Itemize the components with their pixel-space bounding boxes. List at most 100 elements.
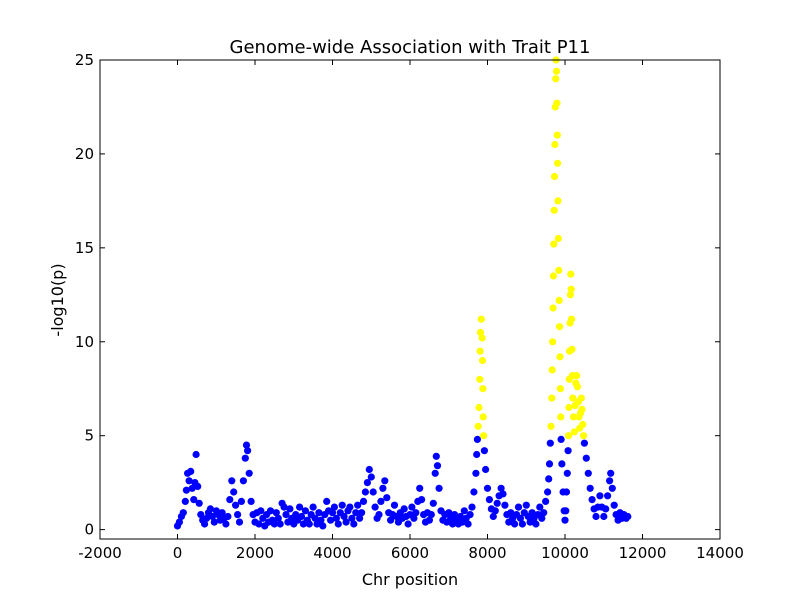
- data-point-192: [516, 514, 525, 522]
- data-point-17: [201, 520, 209, 528]
- data-point-65: [292, 510, 300, 519]
- data-point-284: [607, 469, 615, 477]
- data-point-153: [460, 507, 468, 515]
- x-tick-label-1: 0: [173, 544, 183, 562]
- data-point-67: [296, 503, 304, 511]
- data-point-29: [224, 512, 232, 521]
- data-point-121: [400, 505, 408, 513]
- data-point-228: [554, 234, 563, 243]
- data-point-158: [470, 488, 478, 496]
- data-point-72: [305, 520, 313, 528]
- data-point-77: [315, 509, 323, 517]
- data-point-172: [480, 432, 488, 440]
- data-point-38: [241, 454, 249, 462]
- data-point-205: [542, 497, 550, 505]
- data-point-87: [334, 520, 342, 528]
- data-point-189: [510, 520, 519, 528]
- data-point-60: [282, 510, 290, 519]
- data-point-46: [255, 520, 263, 528]
- data-point-215: [549, 272, 558, 280]
- y-tick-label-2: 10: [75, 333, 94, 351]
- data-point-280: [600, 512, 608, 521]
- data-point-203: [538, 514, 546, 522]
- data-point-169: [478, 356, 487, 365]
- data-point-293: [624, 512, 632, 521]
- data-point-257: [570, 428, 578, 436]
- data-point-281: [602, 505, 610, 513]
- data-point-7: [185, 477, 193, 485]
- data-point-57: [276, 520, 284, 528]
- data-point-21: [208, 512, 216, 521]
- data-point-273: [586, 484, 594, 492]
- data-point-145: [445, 509, 453, 517]
- data-point-137: [431, 469, 439, 477]
- x-tick-label-3: 4000: [313, 544, 351, 562]
- data-point-182: [497, 484, 505, 492]
- data-point-10: [190, 496, 198, 504]
- data-point-32: [230, 488, 238, 496]
- data-point-260: [573, 372, 581, 380]
- data-point-269: [580, 432, 588, 440]
- data-point-226: [554, 159, 562, 167]
- data-point-223: [552, 67, 561, 75]
- data-point-266: [577, 394, 585, 402]
- data-point-41: [245, 469, 253, 477]
- data-point-187: [507, 509, 515, 517]
- y-tick-label-5: 25: [75, 51, 94, 69]
- data-point-26: [218, 509, 226, 517]
- data-point-212: [548, 366, 556, 374]
- data-point-176: [485, 496, 493, 504]
- data-point-214: [549, 304, 557, 312]
- data-point-178: [489, 512, 497, 521]
- data-point-56: [274, 514, 282, 522]
- data-point-89: [338, 501, 346, 509]
- data-point-74: [309, 503, 317, 511]
- data-point-129: [416, 484, 424, 492]
- data-point-9: [188, 484, 196, 492]
- data-point-241: [562, 488, 571, 496]
- data-point-252: [568, 315, 576, 323]
- data-point-232: [556, 353, 564, 361]
- data-point-101: [361, 488, 369, 496]
- data-point-95: [350, 520, 358, 528]
- data-point-285: [608, 484, 616, 492]
- x-tick-label-6: 10000: [541, 544, 589, 562]
- x-tick-label-4: 6000: [391, 544, 429, 562]
- data-point-83: [327, 516, 335, 524]
- data-point-103: [365, 465, 373, 474]
- x-axis-ticks: -2000 0 2000 4000 6000 8000 10000 12000 14000: [78, 60, 744, 562]
- data-point-114: [387, 516, 395, 524]
- data-point-39: [242, 441, 251, 449]
- data-point-168: [478, 334, 486, 342]
- data-point-28: [222, 520, 230, 528]
- data-point-233: [556, 385, 565, 393]
- y-tick-label-0: 0: [84, 521, 94, 539]
- data-point-191: [514, 503, 523, 511]
- data-point-210: [547, 422, 555, 430]
- data-point-125: [408, 503, 416, 511]
- data-point-276: [592, 512, 600, 521]
- data-point-94: [348, 514, 356, 522]
- data-point-68: [297, 512, 306, 521]
- data-point-140: [435, 484, 443, 492]
- data-point-98: [356, 514, 364, 522]
- chart-title: Genome-wide Association with Trait P11: [230, 37, 591, 58]
- data-point-219: [551, 140, 559, 149]
- data-point-180: [493, 499, 501, 507]
- data-point-109: [377, 497, 385, 505]
- data-point-59: [280, 503, 288, 511]
- data-point-123: [404, 520, 412, 528]
- data-point-236: [558, 460, 566, 468]
- data-point-216: [550, 240, 558, 248]
- data-point-218: [550, 172, 559, 181]
- y-tick-label-1: 5: [84, 427, 94, 445]
- data-point-156: [466, 510, 474, 519]
- data-point-242: [563, 469, 571, 477]
- data-point-255: [569, 394, 577, 402]
- data-point-126: [410, 514, 418, 522]
- data-point-227: [554, 197, 562, 205]
- data-point-160: [473, 450, 481, 459]
- data-point-37: [239, 477, 247, 485]
- data-point-231: [556, 323, 564, 331]
- data-point-195: [522, 501, 530, 509]
